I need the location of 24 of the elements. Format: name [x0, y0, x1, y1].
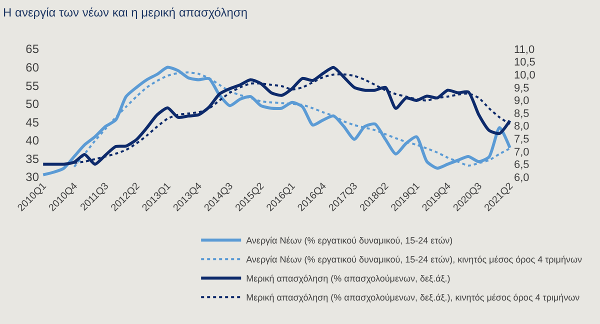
y-tick-label: 35: [26, 152, 40, 166]
y2-tick-label: 6,0: [514, 172, 530, 184]
y2-tick-label: 8,5: [514, 108, 530, 120]
y2-tick-label: 9,5: [514, 82, 530, 94]
legend-label: Ανεργία Νέων (% εργατικού δυναμικού, 15-24 ετών): [246, 236, 453, 246]
y2-tick-label: 7,5: [514, 133, 530, 146]
y-tick-label: 40: [26, 134, 40, 148]
y2-tick-label: 9,0: [514, 95, 530, 108]
y2-tick-label: 8,0: [514, 120, 530, 133]
y-tick-label: 45: [26, 115, 40, 130]
legend-label: Μερική απασχόληση (% απασχολούμενων, δεξ.άξ.), κινητός μέσος όρος 4 τριμήνων: [246, 292, 580, 303]
y2-tick-label: 11,0: [514, 44, 535, 56]
y2-tick-label: 10,5: [514, 56, 536, 69]
y-tick-label: 30: [26, 170, 40, 184]
y-tick-label: 50: [26, 97, 40, 112]
legend-label: Ανεργία Νέων (% εργατικού δυναμικού, 15-24 ετών), κινητός μέσος όρος 4 τριμήνων: [246, 254, 582, 265]
chart-title: Η ανεργία των νέων και η μερική απασχόληση: [3, 6, 248, 20]
y-tick-label: 65: [26, 42, 40, 56]
y2-tick-label: 10,0: [514, 69, 536, 82]
y-tick-label: 60: [26, 60, 40, 74]
y2-tick-label: 6,5: [514, 159, 530, 172]
y2-tick-label: 7,0: [514, 146, 530, 158]
y-tick-label: 55: [26, 78, 40, 93]
legend-label: Μερική απασχόληση (% απασχολούμενων, δεξ.άξ.): [246, 274, 450, 284]
